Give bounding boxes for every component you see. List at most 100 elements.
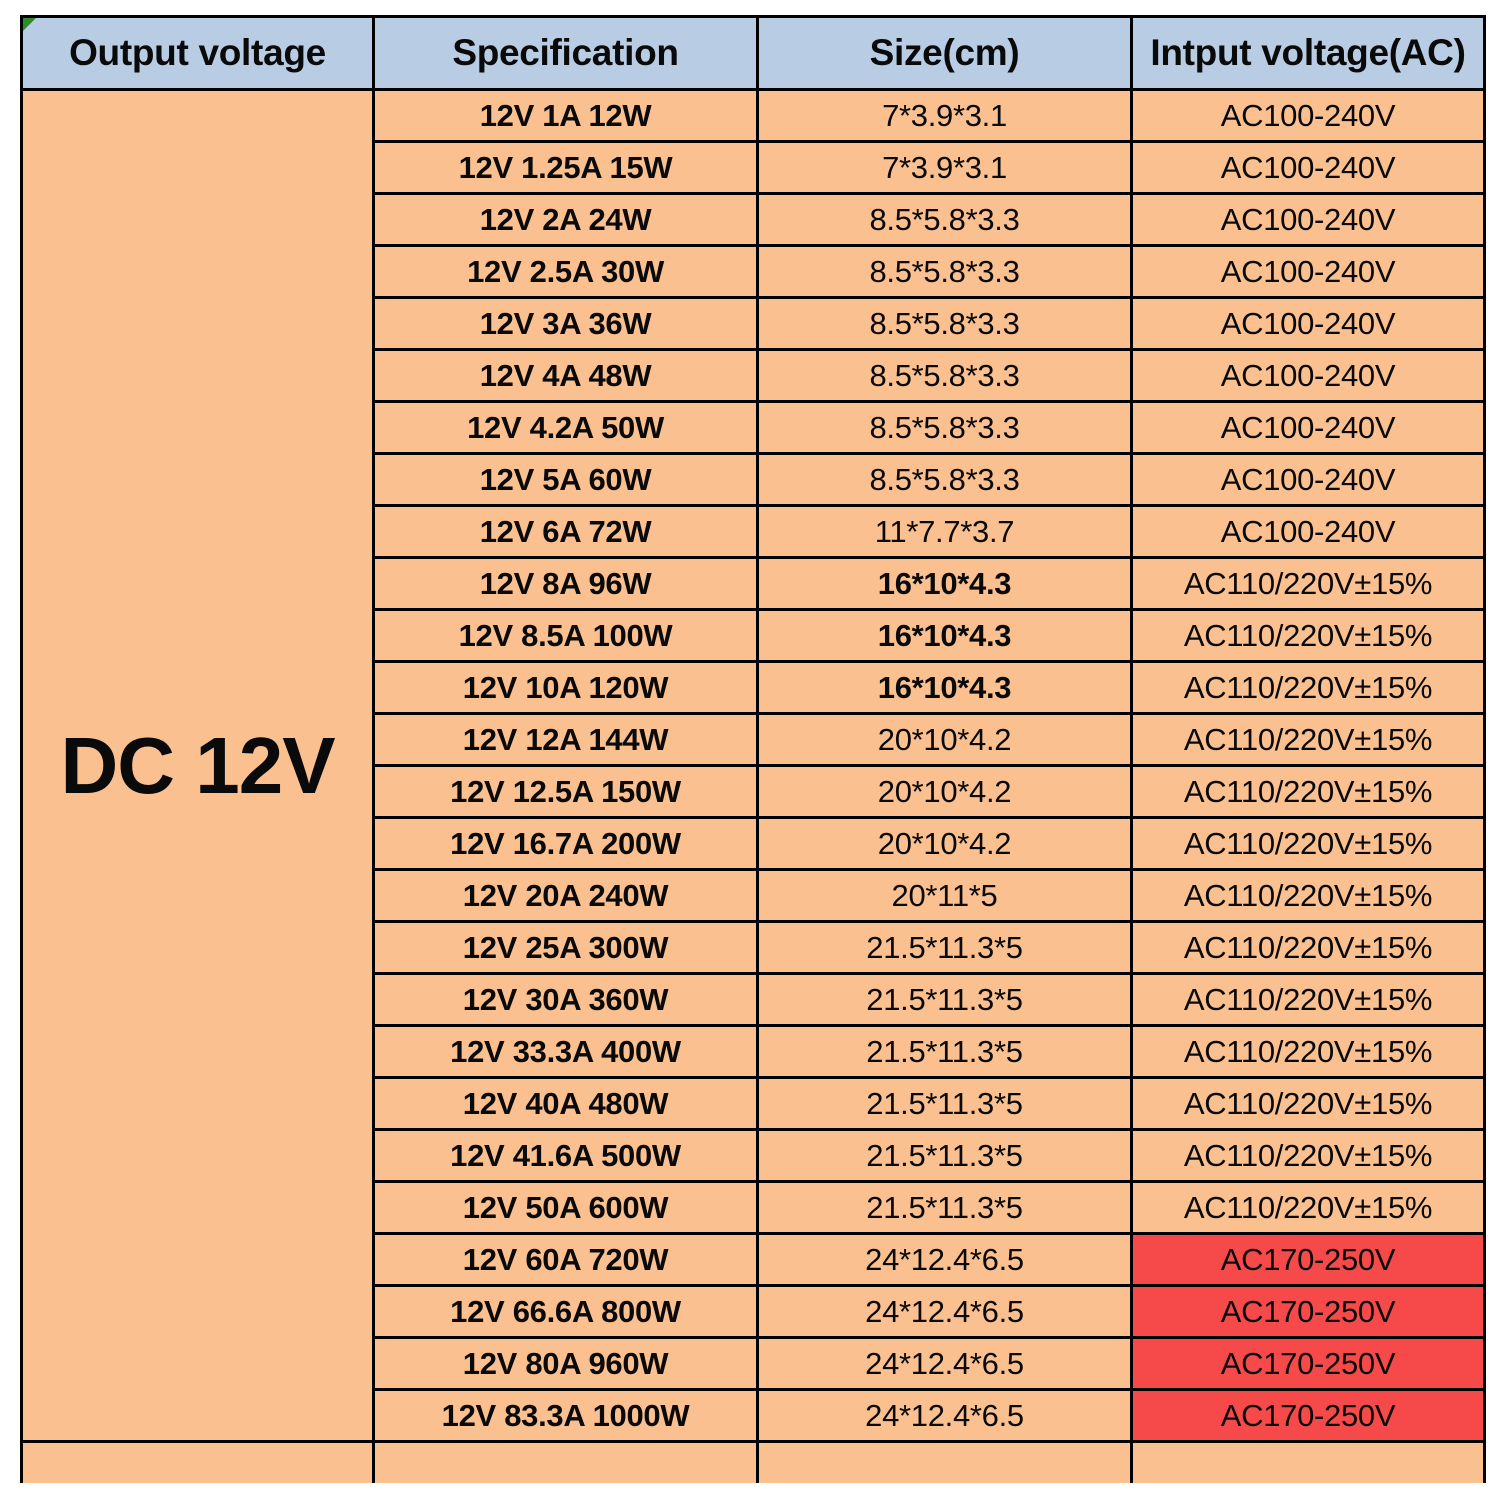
- size-cell: 21.5*11.3*5: [756, 1128, 1133, 1183]
- input-voltage-cell: AC110/220V±15%: [1130, 712, 1486, 767]
- spec-cell: 12V 80A 960W: [372, 1336, 759, 1391]
- spec-cell: 12V 1A 12W: [372, 88, 759, 143]
- input-voltage-cell: AC170-250V: [1130, 1336, 1486, 1391]
- spec-cell: 12V 25A 300W: [372, 920, 759, 975]
- table-row: 12V 33.3A 400W 21.5*11.3*5 AC110/220V±15%: [22, 1024, 1486, 1079]
- table-row: 12V 4A 48W 8.5*5.8*3.3 AC100-240V: [22, 348, 1486, 403]
- input-voltage-cell: AC100-240V: [1130, 88, 1486, 143]
- input-voltage-cell: AC110/220V±15%: [1130, 972, 1486, 1027]
- header-size: Size(cm): [756, 15, 1133, 91]
- spec-cell: 12V 33.3A 400W: [372, 1024, 759, 1079]
- spec-cell: 12V 8.5A 100W: [372, 608, 759, 663]
- spec-cell: 12V 2.5A 30W: [372, 244, 759, 299]
- spec-cell: 12V 83.3A 1000W: [372, 1388, 759, 1443]
- spec-cell: 12V 40A 480W: [372, 1076, 759, 1131]
- size-cell: 8.5*5.8*3.3: [756, 400, 1133, 455]
- input-voltage-cell: AC110/220V±15%: [1130, 1128, 1486, 1183]
- input-voltage-cell: AC110/220V±15%: [1130, 764, 1486, 819]
- empty-cell: [372, 1440, 759, 1483]
- table-row: 12V 5A 60W 8.5*5.8*3.3 AC100-240V: [22, 452, 1486, 507]
- size-cell: 24*12.4*6.5: [756, 1232, 1133, 1287]
- corner-triangle-icon: [24, 19, 36, 31]
- empty-row: [20, 1440, 1486, 1483]
- input-voltage-cell: AC110/220V±15%: [1130, 1024, 1486, 1079]
- header-row: Output voltage Specification Size(cm) In…: [20, 15, 1486, 91]
- input-voltage-cell: AC100-240V: [1130, 348, 1486, 403]
- input-voltage-cell: AC110/220V±15%: [1130, 920, 1486, 975]
- table-row: 12V 6A 72W 11*7.7*3.7 AC100-240V: [22, 504, 1486, 559]
- spec-cell: 12V 8A 96W: [372, 556, 759, 611]
- table-row: 12V 83.3A 1000W 24*12.4*6.5 AC170-250V: [22, 1388, 1486, 1443]
- table-row: 12V 66.6A 800W 24*12.4*6.5 AC170-250V: [22, 1284, 1486, 1339]
- size-cell: 21.5*11.3*5: [756, 1024, 1133, 1079]
- spec-cell: 12V 4A 48W: [372, 348, 759, 403]
- input-voltage-cell: AC110/220V±15%: [1130, 868, 1486, 923]
- power-supply-spec-table: Output voltage Specification Size(cm) In…: [20, 15, 1486, 1483]
- input-voltage-cell: AC100-240V: [1130, 452, 1486, 507]
- size-cell: 16*10*4.3: [756, 556, 1133, 611]
- input-voltage-cell: AC170-250V: [1130, 1388, 1486, 1443]
- input-voltage-cell: AC100-240V: [1130, 140, 1486, 195]
- header-input-voltage: Intput voltage(AC): [1130, 15, 1486, 91]
- spec-cell: 12V 60A 720W: [372, 1232, 759, 1287]
- size-cell: 24*12.4*6.5: [756, 1336, 1133, 1391]
- input-voltage-cell: AC110/220V±15%: [1130, 660, 1486, 715]
- table-row: 12V 41.6A 500W 21.5*11.3*5 AC110/220V±15%: [22, 1128, 1486, 1183]
- empty-cell: [20, 1440, 375, 1483]
- input-voltage-cell: AC110/220V±15%: [1130, 816, 1486, 871]
- size-cell: 21.5*11.3*5: [756, 1180, 1133, 1235]
- spec-cell: 12V 16.7A 200W: [372, 816, 759, 871]
- table-row: 12V 8A 96W 16*10*4.3 AC110/220V±15%: [22, 556, 1486, 611]
- spec-cell: 12V 1.25A 15W: [372, 140, 759, 195]
- header-specification: Specification: [372, 15, 759, 91]
- size-cell: 20*10*4.2: [756, 764, 1133, 819]
- spec-cell: 12V 12A 144W: [372, 712, 759, 767]
- table-row: 12V 80A 960W 24*12.4*6.5 AC170-250V: [22, 1336, 1486, 1391]
- size-cell: 24*12.4*6.5: [756, 1388, 1133, 1443]
- size-cell: 8.5*5.8*3.3: [756, 452, 1133, 507]
- table-row: 12V 12.5A 150W 20*10*4.2 AC110/220V±15%: [22, 764, 1486, 819]
- output-voltage-cell: DC 12V: [20, 88, 375, 1443]
- size-cell: 21.5*11.3*5: [756, 920, 1133, 975]
- size-cell: 8.5*5.8*3.3: [756, 192, 1133, 247]
- size-cell: 20*10*4.2: [756, 712, 1133, 767]
- input-voltage-cell: AC110/220V±15%: [1130, 556, 1486, 611]
- size-cell: 8.5*5.8*3.3: [756, 296, 1133, 351]
- input-voltage-cell: AC170-250V: [1130, 1284, 1486, 1339]
- input-voltage-cell: AC100-240V: [1130, 244, 1486, 299]
- table-row: 12V 25A 300W 21.5*11.3*5 AC110/220V±15%: [22, 920, 1486, 975]
- input-voltage-cell: AC100-240V: [1130, 296, 1486, 351]
- spec-cell: 12V 20A 240W: [372, 868, 759, 923]
- spec-cell: 12V 2A 24W: [372, 192, 759, 247]
- input-voltage-cell: AC110/220V±15%: [1130, 1076, 1486, 1131]
- table-row: 12V 40A 480W 21.5*11.3*5 AC110/220V±15%: [22, 1076, 1486, 1131]
- size-cell: 21.5*11.3*5: [756, 1076, 1133, 1131]
- spec-cell: 12V 66.6A 800W: [372, 1284, 759, 1339]
- table-row: 12V 30A 360W 21.5*11.3*5 AC110/220V±15%: [22, 972, 1486, 1027]
- size-cell: 7*3.9*3.1: [756, 88, 1133, 143]
- spec-cell: 12V 10A 120W: [372, 660, 759, 715]
- spec-cell: 12V 5A 60W: [372, 452, 759, 507]
- table-row: 12V 12A 144W 20*10*4.2 AC110/220V±15%: [22, 712, 1486, 767]
- size-cell: 20*11*5: [756, 868, 1133, 923]
- header-output-voltage-label: Output voltage: [69, 32, 326, 73]
- spec-cell: 12V 12.5A 150W: [372, 764, 759, 819]
- size-cell: 16*10*4.3: [756, 660, 1133, 715]
- size-cell: 21.5*11.3*5: [756, 972, 1133, 1027]
- table-row: 12V 4.2A 50W 8.5*5.8*3.3 AC100-240V: [22, 400, 1486, 455]
- input-voltage-cell: AC110/220V±15%: [1130, 608, 1486, 663]
- size-cell: 11*7.7*3.7: [756, 504, 1133, 559]
- size-cell: 24*12.4*6.5: [756, 1284, 1133, 1339]
- table-row: 12V 2.5A 30W 8.5*5.8*3.3 AC100-240V: [22, 244, 1486, 299]
- table-row: 12V 8.5A 100W 16*10*4.3 AC110/220V±15%: [22, 608, 1486, 663]
- spec-cell: 12V 3A 36W: [372, 296, 759, 351]
- table-row: DC 12V 12V 1A 12W 7*3.9*3.1 AC100-240V: [20, 88, 1486, 1443]
- spec-cell: 12V 4.2A 50W: [372, 400, 759, 455]
- input-voltage-cell: AC110/220V±15%: [1130, 1180, 1486, 1235]
- table-row: 12V 2A 24W 8.5*5.8*3.3 AC100-240V: [22, 192, 1486, 247]
- size-cell: 8.5*5.8*3.3: [756, 348, 1133, 403]
- spec-cell: 12V 30A 360W: [372, 972, 759, 1027]
- size-cell: 20*10*4.2: [756, 816, 1133, 871]
- table-row: 12V 20A 240W 20*11*5 AC110/220V±15%: [22, 868, 1486, 923]
